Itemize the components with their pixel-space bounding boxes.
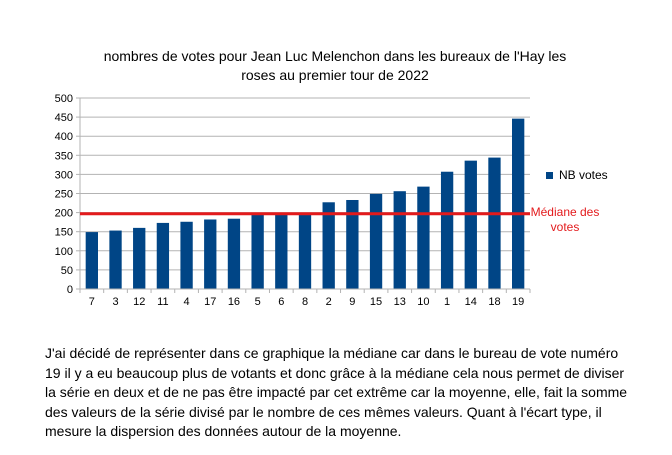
y-tick-label: 300 [55, 169, 73, 181]
x-tick-label: 16 [228, 296, 240, 308]
y-tick-label: 100 [55, 246, 73, 258]
bar [464, 160, 477, 289]
x-tick-label: 14 [465, 296, 477, 308]
legend-swatch [546, 171, 553, 179]
bar [417, 186, 430, 289]
x-tick-label: 7 [89, 296, 95, 308]
legend: NB votes [546, 168, 608, 182]
bar [227, 218, 241, 289]
bar [156, 222, 170, 289]
x-tick-label: 8 [302, 296, 308, 308]
bar [369, 193, 383, 289]
x-tick-label: 2 [326, 296, 332, 308]
bar [251, 213, 264, 289]
x-tick-label: 17 [204, 296, 216, 308]
x-tick-label: 13 [394, 296, 406, 308]
x-tick-label: 6 [278, 296, 284, 308]
bar [298, 212, 312, 289]
y-tick-label: 200 [55, 208, 73, 220]
x-tick-label: 15 [370, 296, 382, 308]
y-tick-label: 150 [55, 227, 73, 239]
median-label: Médiane des votes [530, 205, 600, 234]
x-tick-label: 4 [184, 296, 190, 308]
bar [346, 199, 359, 289]
x-tick-label: 10 [417, 296, 429, 308]
y-tick-label: 400 [55, 131, 73, 143]
x-tick-label: 19 [512, 296, 524, 308]
bar [488, 157, 501, 289]
bar [109, 230, 122, 289]
y-tick-label: 350 [55, 150, 73, 162]
y-tick-label: 250 [55, 189, 73, 201]
y-tick-label: 50 [61, 265, 73, 277]
y-tick-label: 450 [55, 112, 73, 124]
legend-label: NB votes [559, 168, 608, 182]
y-tick-label: 500 [55, 93, 73, 105]
bar [322, 202, 335, 289]
x-tick-label: 9 [349, 296, 355, 308]
bar [85, 232, 98, 289]
bar [133, 227, 146, 289]
x-tick-label: 5 [255, 296, 261, 308]
x-tick-label: 1 [444, 296, 450, 308]
y-tick-label: 0 [67, 284, 73, 296]
bar [512, 118, 525, 290]
x-tick-label: 18 [488, 296, 500, 308]
chart-title: nombres de votes pour Jean Luc Melenchon… [103, 48, 567, 83]
bar [440, 171, 454, 289]
bar [180, 221, 193, 289]
bar [393, 191, 406, 289]
bar [275, 213, 288, 289]
explanation-paragraph: J'ai décidé de représenter dans ce graph… [45, 345, 628, 439]
x-tick-label: 12 [133, 296, 145, 308]
bar [204, 219, 217, 289]
x-tick-label: 3 [112, 296, 118, 308]
x-tick-label: 11 [157, 296, 168, 308]
bars [85, 118, 525, 290]
